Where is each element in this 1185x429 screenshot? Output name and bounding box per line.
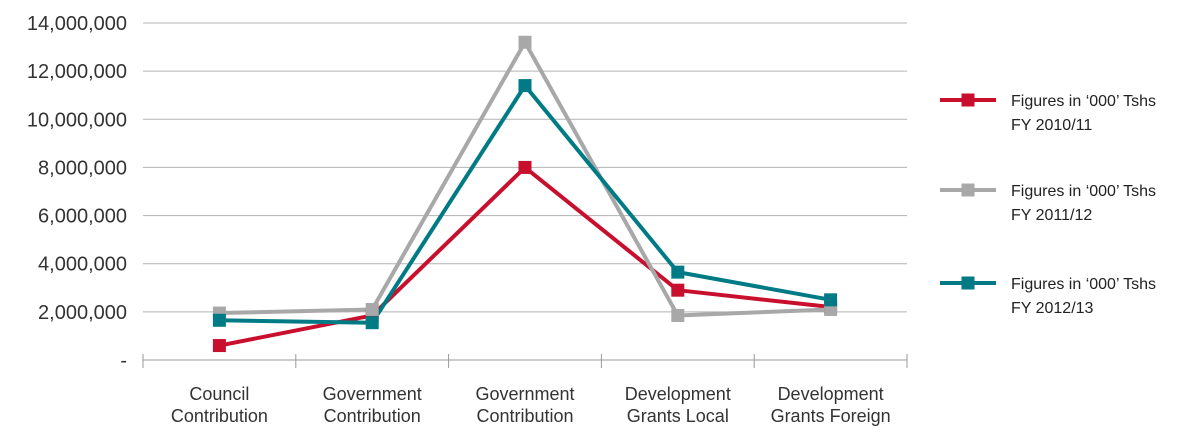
x-category-label-line: Contribution bbox=[476, 406, 573, 426]
x-category-label: Government Contribution bbox=[475, 384, 574, 426]
gridlines bbox=[143, 22, 907, 313]
data-point-marker bbox=[365, 316, 379, 330]
y-tick-label: 8,000,000 bbox=[38, 157, 127, 179]
x-category-label: Government Contribution bbox=[323, 384, 422, 426]
x-category-label: Development Grants Foreign bbox=[771, 384, 891, 426]
legend-swatch-marker bbox=[961, 93, 975, 107]
data-point-marker bbox=[212, 313, 226, 327]
x-category-label-line: Council bbox=[189, 384, 249, 404]
series-line bbox=[219, 165, 831, 348]
data-point-marker bbox=[212, 339, 226, 353]
data-point-marker bbox=[518, 160, 532, 174]
legend-label-line: FY 2011/12 bbox=[1011, 207, 1092, 224]
data-point-marker bbox=[518, 35, 532, 49]
legend-label: Figures in ‘000’ Tshs FY 2011/12 bbox=[1011, 183, 1156, 224]
data-point-marker bbox=[365, 302, 379, 316]
x-category-label-line: Contribution bbox=[324, 406, 421, 426]
x-category-label-line: Government bbox=[475, 384, 574, 404]
y-tick-label: 14,000,000 bbox=[27, 13, 127, 35]
x-category-label: Development Grants Local bbox=[625, 384, 731, 426]
data-point-marker bbox=[824, 293, 838, 307]
x-category-label: Council Contribution bbox=[171, 384, 268, 426]
y-tick-label: 6,000,000 bbox=[38, 206, 127, 228]
legend-label-line: Figures in ‘000’ Tshs bbox=[1011, 93, 1156, 110]
x-category-label-line: Grants Local bbox=[627, 406, 729, 426]
y-tick-label: 2,000,000 bbox=[38, 302, 127, 324]
data-point-marker bbox=[671, 265, 685, 279]
legend-label-line: Figures in ‘000’ Tshs bbox=[1011, 183, 1156, 200]
y-axis-ticks: - 2,000,000 4,000,000 6,000,000 8,000,000 10,… bbox=[27, 13, 127, 372]
data-point-marker bbox=[671, 308, 685, 322]
legend-swatch-marker bbox=[961, 276, 975, 290]
x-category-label-line: Grants Foreign bbox=[771, 406, 891, 426]
y-tick-label: 12,000,000 bbox=[27, 61, 127, 83]
data-point-marker bbox=[671, 283, 685, 297]
y-tick-label: 10,000,000 bbox=[27, 109, 127, 131]
y-tick-label: 4,000,000 bbox=[38, 254, 127, 276]
legend-swatch-marker bbox=[961, 183, 975, 197]
legend-label: Figures in ‘000’ Tshs FY 2010/11 bbox=[1011, 93, 1156, 134]
x-category-label-line: Government bbox=[323, 384, 422, 404]
x-category-label-line: Development bbox=[778, 384, 884, 404]
y-tick-label: - bbox=[120, 350, 127, 372]
legend-label: Figures in ‘000’ Tshs FY 2012/13 bbox=[1011, 276, 1156, 317]
series-line bbox=[219, 83, 831, 325]
series-lines bbox=[212, 35, 838, 353]
data-point-marker bbox=[518, 79, 532, 93]
legend-label-line: FY 2012/13 bbox=[1011, 300, 1094, 317]
x-category-label-line: Development bbox=[625, 384, 731, 404]
legend-label-line: Figures in ‘000’ Tshs bbox=[1011, 276, 1156, 293]
x-category-label-line: Contribution bbox=[171, 406, 268, 426]
legend-label-line: FY 2010/11 bbox=[1011, 117, 1092, 134]
